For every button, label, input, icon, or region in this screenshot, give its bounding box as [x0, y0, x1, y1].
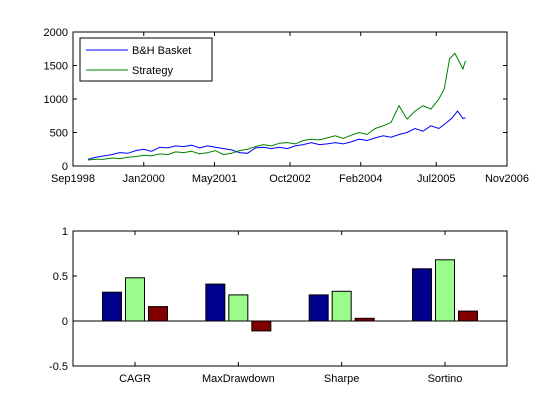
x-tick-label: Jan2000 — [123, 173, 165, 185]
bar — [149, 307, 168, 321]
x-tick-label: Sortino — [428, 373, 463, 385]
bar — [413, 269, 432, 321]
x-tick-label: Feb2004 — [339, 173, 382, 185]
bar — [309, 295, 328, 321]
bar — [126, 278, 145, 321]
x-tick-label: May2001 — [192, 173, 237, 185]
bar-chart: -0.5 0 0.5 1 CAGR MaxDrawdown Sharpe Sortino — [49, 226, 507, 385]
bar — [229, 295, 248, 321]
y-tick-label: 2000 — [44, 27, 68, 39]
bar — [436, 260, 455, 321]
x-tick-label: CAGR — [119, 373, 151, 385]
x-tick-label: MaxDrawdown — [202, 373, 275, 385]
bar — [332, 291, 351, 321]
legend: B&H Basket Strategy — [80, 38, 212, 81]
y-tick-label: 1 — [62, 226, 68, 238]
legend-label-strategy: Strategy — [132, 65, 173, 77]
bar — [252, 321, 271, 331]
y-tick-label: -0.5 — [49, 361, 68, 373]
y-tick-label: 0.5 — [53, 271, 68, 283]
legend-label-bh-basket: B&H Basket — [132, 45, 191, 57]
x-tick-label: Jul2005 — [417, 173, 456, 185]
x-tick-label: Sep1998 — [51, 173, 95, 185]
x-tick-label: Oct2002 — [269, 173, 311, 185]
y-tick-label: 500 — [50, 128, 68, 140]
x-tick-label: Nov2006 — [485, 173, 529, 185]
bar — [103, 292, 122, 321]
bar — [206, 284, 225, 321]
y-tick-label: 0 — [62, 316, 68, 328]
x-tick-label: Sharpe — [324, 373, 359, 385]
line-chart: 0 500 1000 1500 2000 Sep1998 Jan2000 May2001 Oct… — [44, 27, 530, 185]
y-tick-label: 0 — [62, 161, 68, 173]
y-tick-label: 1500 — [44, 61, 68, 73]
bar — [459, 311, 478, 321]
y-tick-label: 1000 — [44, 94, 68, 106]
